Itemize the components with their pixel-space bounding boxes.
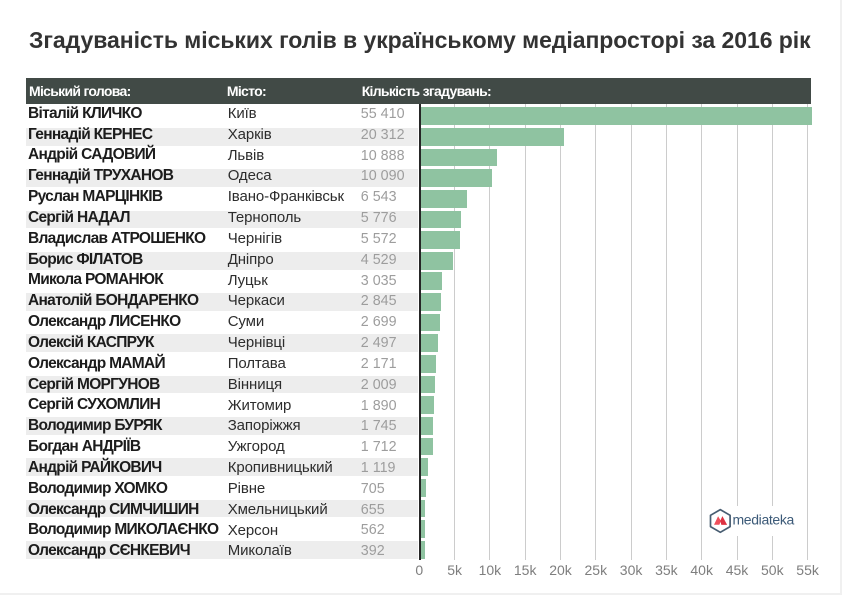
svg-text:mediateka: mediateka (733, 512, 795, 528)
